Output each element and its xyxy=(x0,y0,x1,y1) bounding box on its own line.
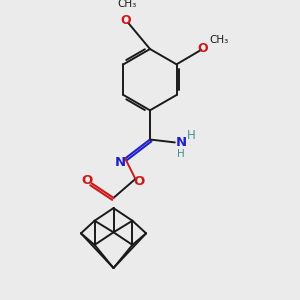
Text: N: N xyxy=(176,136,187,148)
Text: CH₃: CH₃ xyxy=(118,0,137,9)
Text: N: N xyxy=(114,156,125,169)
Text: CH₃: CH₃ xyxy=(209,35,228,45)
Text: O: O xyxy=(81,174,93,187)
Text: O: O xyxy=(133,175,145,188)
Text: O: O xyxy=(121,14,131,27)
Text: O: O xyxy=(197,42,208,55)
Text: H: H xyxy=(177,148,185,158)
Text: H: H xyxy=(188,129,196,142)
